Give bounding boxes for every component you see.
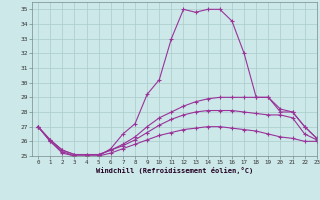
X-axis label: Windchill (Refroidissement éolien,°C): Windchill (Refroidissement éolien,°C) (96, 167, 253, 174)
